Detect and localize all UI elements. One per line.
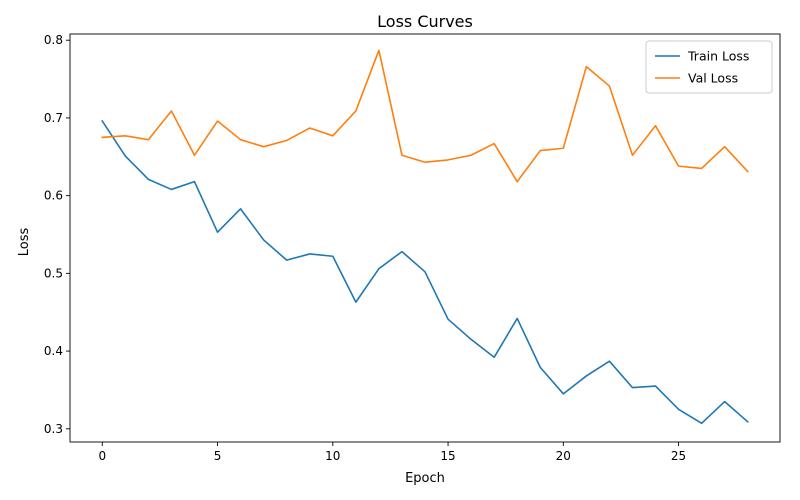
legend-label: Val Loss bbox=[688, 71, 738, 86]
x-tick-label: 15 bbox=[440, 449, 455, 463]
legend: Train Loss Val Loss bbox=[645, 40, 773, 94]
plot-area: 0 5 10 15 20 25 0.3 0.4 0.5 0.6 0.7 0.8 Train Loss Va… bbox=[44, 33, 781, 463]
x-tick-label: 25 bbox=[671, 449, 686, 463]
series-line-train-loss bbox=[101, 119, 749, 425]
legend-box bbox=[645, 40, 773, 94]
y-tick-label: 0.3 bbox=[44, 422, 63, 436]
x-tick-label: 20 bbox=[556, 449, 571, 463]
y-tick-label: 0.5 bbox=[44, 266, 63, 280]
y-tick-label: 0.8 bbox=[44, 33, 63, 47]
y-axis-label: Loss bbox=[17, 228, 32, 257]
x-axis-label: Epoch bbox=[405, 471, 445, 486]
series-line-val-loss bbox=[101, 49, 749, 183]
y-tick-label: 0.7 bbox=[44, 111, 63, 125]
axes-frame bbox=[69, 33, 781, 443]
series-lines bbox=[101, 49, 749, 425]
x-tick-label: 10 bbox=[325, 449, 340, 463]
chart-title: Loss Curves bbox=[377, 12, 473, 31]
x-tick-label: 5 bbox=[214, 449, 222, 463]
legend-label: Train Loss bbox=[687, 49, 749, 64]
y-tick-label: 0.6 bbox=[44, 189, 63, 203]
x-tick-label: 0 bbox=[98, 449, 106, 463]
y-tick-label: 0.4 bbox=[44, 344, 63, 358]
